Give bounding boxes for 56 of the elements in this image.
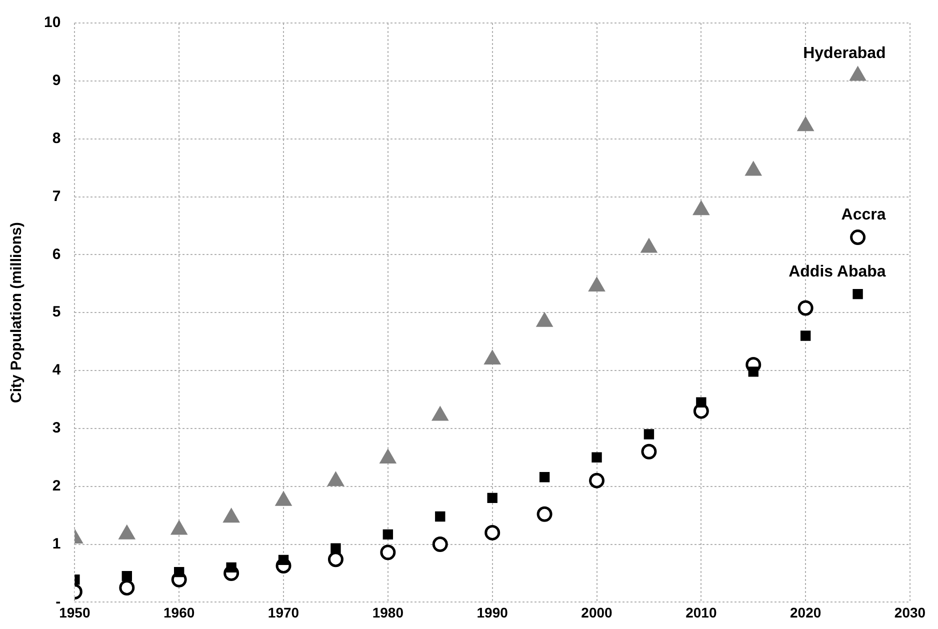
point xyxy=(432,536,448,552)
point xyxy=(484,350,501,365)
y-tick-label: 2 xyxy=(52,478,61,494)
point xyxy=(174,566,184,578)
point xyxy=(797,116,814,132)
point xyxy=(226,562,236,573)
y-tick-label: 8 xyxy=(52,130,61,147)
point xyxy=(536,506,552,522)
point xyxy=(539,472,550,482)
point xyxy=(692,200,710,216)
y-tick-label: 4 xyxy=(52,362,62,379)
point xyxy=(850,66,866,81)
point xyxy=(748,366,758,377)
point xyxy=(328,552,344,568)
point xyxy=(487,492,498,504)
y-tick-label: 3 xyxy=(52,420,61,437)
x-tick-label: 2010 xyxy=(686,604,717,620)
point xyxy=(592,452,602,462)
x-tick-label: 2020 xyxy=(790,604,822,620)
y-tick-label: 1 xyxy=(52,535,61,552)
point xyxy=(278,554,289,566)
point xyxy=(696,397,706,408)
series-label: Hyderabad xyxy=(803,45,886,62)
x-tick-label: 1950 xyxy=(59,604,90,620)
point xyxy=(641,444,657,460)
y-tick-label: 5 xyxy=(52,304,61,321)
point xyxy=(536,312,553,327)
y-tick-label: 7 xyxy=(52,188,61,205)
point xyxy=(484,524,500,540)
x-tick-label: 2030 xyxy=(894,604,926,620)
y-tick-label: 9 xyxy=(52,72,61,90)
point xyxy=(330,543,341,554)
point xyxy=(382,529,394,540)
y-axis-title: City Population (millions) xyxy=(8,222,26,404)
point xyxy=(800,330,811,341)
x-tick-label: 1980 xyxy=(372,604,404,620)
point xyxy=(380,544,396,560)
x-tick-label: 1960 xyxy=(164,604,195,620)
point xyxy=(119,580,135,596)
point xyxy=(745,161,762,176)
y-tick-label: - xyxy=(56,593,61,610)
point xyxy=(588,277,606,292)
y-tick-label: 10 xyxy=(44,14,61,32)
point xyxy=(852,288,863,300)
series-label: Addis Ababa xyxy=(788,263,886,280)
x-tick-label: 1970 xyxy=(268,604,300,620)
point xyxy=(798,300,814,316)
point xyxy=(435,511,446,522)
point xyxy=(589,472,605,488)
series-label: Accra xyxy=(841,206,886,224)
x-tick-label: 2000 xyxy=(581,604,613,620)
y-tick-label: 6 xyxy=(52,246,61,263)
point xyxy=(640,238,658,253)
x-tick-label: 1990 xyxy=(476,604,508,620)
point xyxy=(122,571,132,582)
point xyxy=(644,429,654,440)
